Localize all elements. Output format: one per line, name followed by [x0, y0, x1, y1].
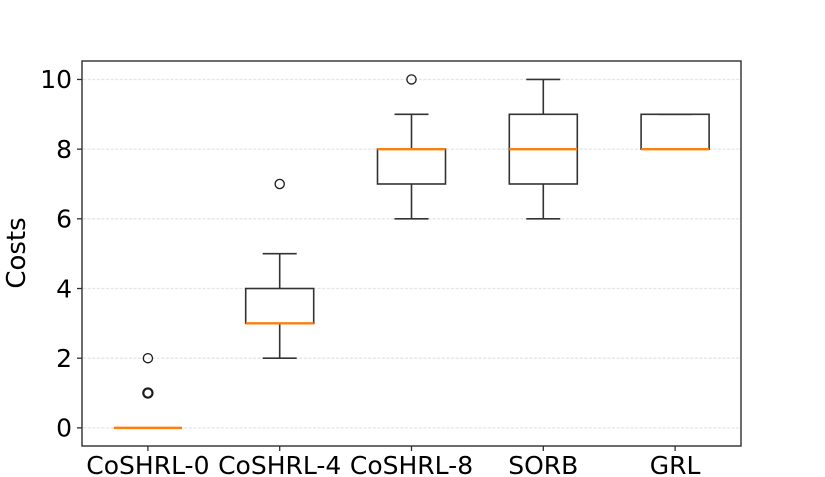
x-category-label-coshrl-0: CoSHRL-0	[86, 451, 209, 477]
box-coshrl-8	[376, 148, 447, 185]
x-category-label-sorb: SORB	[508, 451, 578, 477]
plot-area: 0 2 4 6 8 10 CoSHRL-0 CoSHRL-4 CoSHRL-8 SORB GRL	[40, 60, 742, 477]
y-tick-label-0: 0	[56, 414, 72, 443]
y-tick-label-2: 2	[56, 344, 72, 373]
x-category-label-grl: GRL	[650, 451, 701, 477]
y-axis-label: Costs	[2, 217, 32, 288]
y-tick-label-6: 6	[56, 205, 72, 234]
outlier-point-coshrl-0	[142, 387, 154, 399]
outlier-point-coshrl-4	[274, 178, 285, 190]
y-tick-label-8: 8	[56, 135, 72, 164]
outlier-point-coshrl-8	[406, 74, 417, 85]
outlier-point-coshrl-0	[142, 352, 154, 364]
x-category-label-coshrl-8: CoSHRL-8	[350, 451, 473, 477]
box-coshrl-4	[244, 287, 315, 325]
y-tick-label-4: 4	[56, 274, 72, 303]
box-grl	[640, 113, 710, 150]
y-tick-label-10: 10	[40, 65, 72, 94]
x-category-label-coshrl-4: CoSHRL-4	[218, 451, 341, 477]
